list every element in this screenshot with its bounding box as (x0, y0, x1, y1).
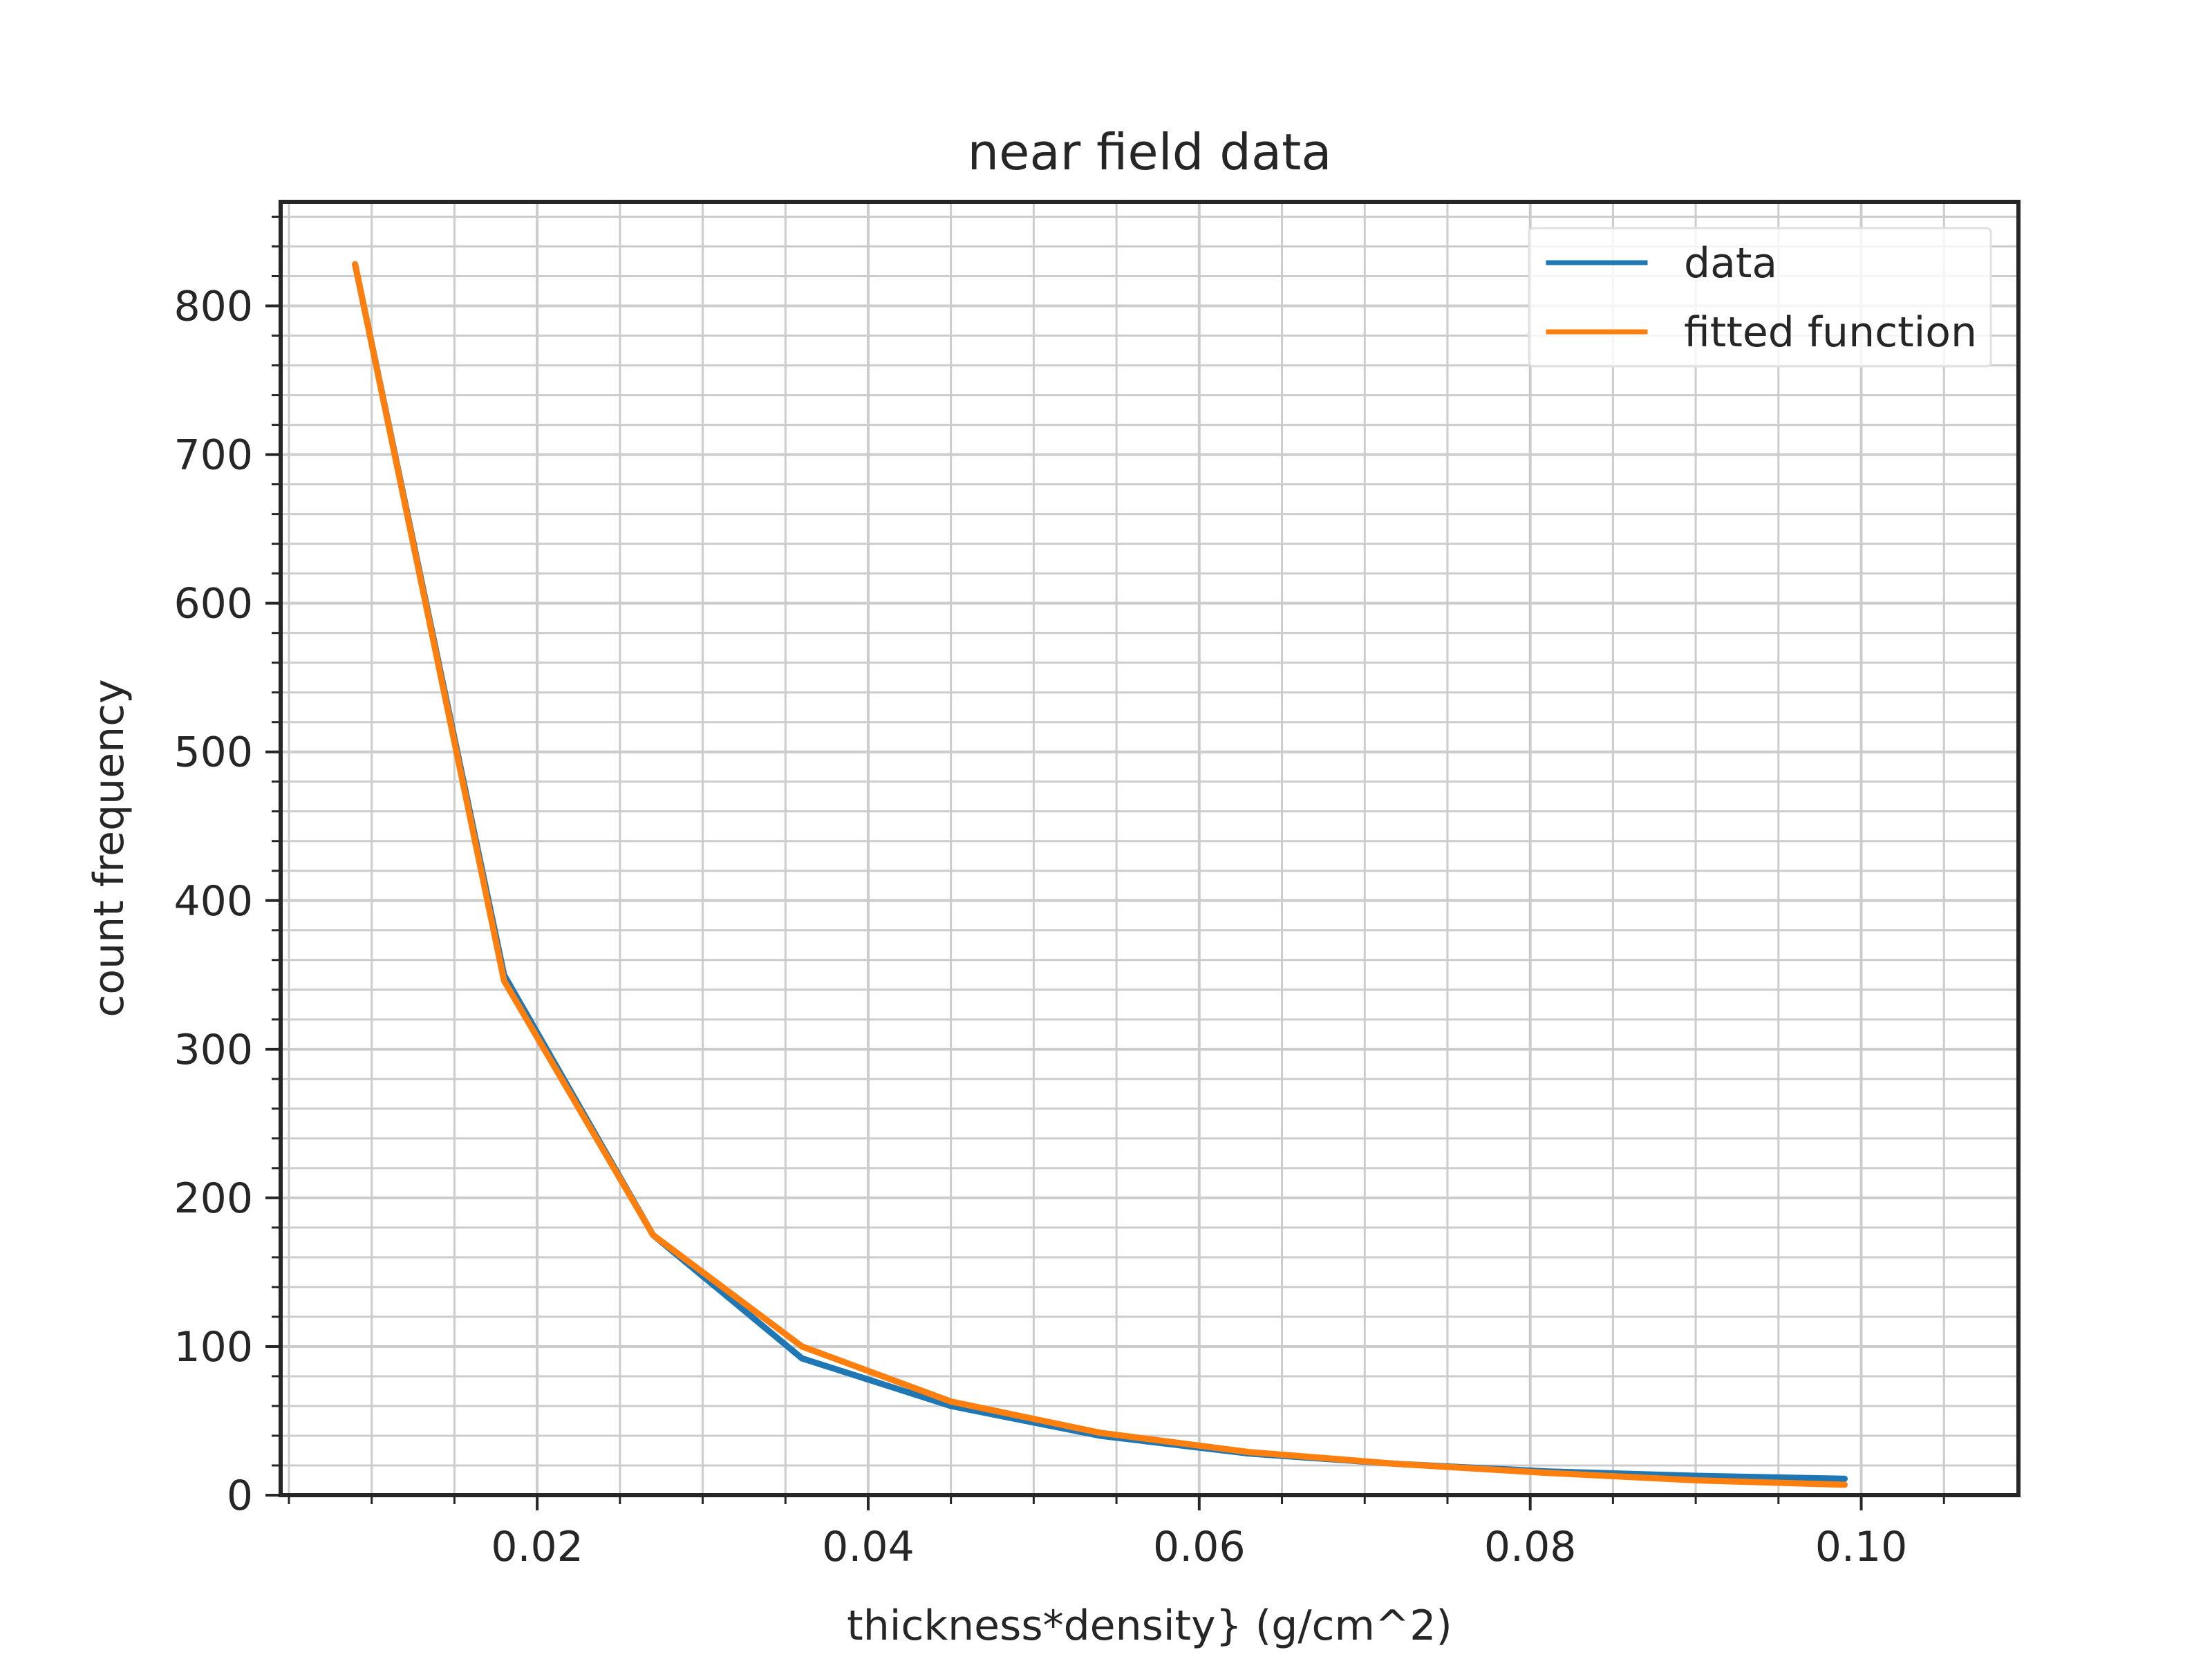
y-tick-label: 200 (174, 1174, 253, 1223)
y-tick-label: 700 (174, 431, 253, 480)
y-tick-label: 800 (174, 283, 253, 331)
series-line-fitted-function (352, 261, 1848, 1488)
y-tick-label: 500 (174, 729, 253, 777)
grid (281, 202, 2018, 1495)
tick-labels: 0.02 0.04 0.06 0.08 0.10 0 100 200 300 400 500 600 7… (174, 283, 1907, 1571)
y-tick-label: 400 (174, 877, 253, 926)
legend: data fitted function (1528, 227, 1992, 368)
y-axis-label: count frequency (85, 679, 133, 1017)
series-group (352, 261, 1848, 1488)
chart-title: near field data (968, 123, 1332, 181)
x-tick-label: 0.06 (1153, 1523, 1246, 1571)
x-tick-label: 0.04 (822, 1523, 915, 1571)
x-axis-label: thickness*density} (g/cm^2) (847, 1602, 1452, 1650)
y-tick-label: 300 (174, 1026, 253, 1074)
plot-frame (279, 200, 2021, 1497)
y-tick-label: 600 (174, 580, 253, 628)
legend-label-data: data (1684, 239, 1777, 288)
y-tick-label: 0 (227, 1472, 253, 1520)
x-tick-label: 0.02 (491, 1523, 583, 1571)
y-tick-label: 100 (174, 1323, 253, 1371)
x-tick-label: 0.08 (1484, 1523, 1577, 1571)
legend-label-fitted-function: fitted function (1684, 308, 1977, 357)
ticks (265, 216, 1945, 1510)
plot-background (281, 202, 2018, 1495)
x-tick-label: 0.10 (1815, 1523, 1908, 1571)
plot-area: 0.02 0.04 0.06 0.08 0.10 0 100 200 300 400 500 600 7… (174, 200, 2021, 1571)
